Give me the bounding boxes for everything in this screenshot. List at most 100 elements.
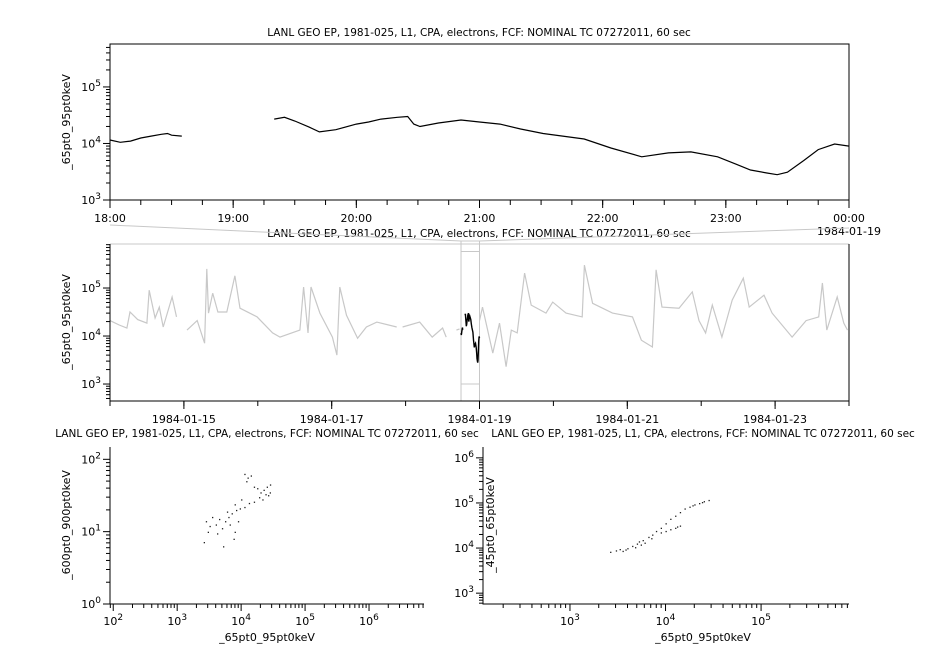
scatter-point xyxy=(234,504,236,506)
x-tick-label: 19:00 xyxy=(217,212,249,225)
right-scatter-title: LANL GEO EP, 1981-025, L1, CPA, electron… xyxy=(491,428,915,440)
scatter-point xyxy=(655,530,658,533)
scatter-point xyxy=(265,494,267,496)
left-scatter-xlabel: _65pt0_95pt0keV xyxy=(218,631,315,644)
scatter-point xyxy=(263,489,265,491)
scatter-point xyxy=(233,538,235,540)
x-tick-label: 23:00 xyxy=(710,212,742,225)
middle-panel-ylabel: _65pt0_95pt0keV xyxy=(60,274,73,371)
scatter-point xyxy=(615,550,618,552)
top-panel-date-label: 1984-01-19 xyxy=(817,225,881,238)
scatter-point xyxy=(638,541,641,543)
y-tick-label: 106 xyxy=(454,450,474,465)
x-tick-label: 22:00 xyxy=(587,212,619,225)
scatter-point xyxy=(229,524,231,526)
scatter-point xyxy=(692,505,694,507)
scatter-point xyxy=(225,521,227,523)
scatter-point xyxy=(675,527,677,529)
zoom-connector-right xyxy=(479,227,850,242)
scatter-point xyxy=(644,542,646,544)
scatter-point xyxy=(226,511,229,513)
y-tick-label: 104 xyxy=(454,540,474,555)
scatter-point xyxy=(660,532,662,534)
y-tick-label: 105 xyxy=(81,280,101,295)
scatter-point xyxy=(262,499,264,501)
scatter-point xyxy=(689,506,691,508)
right-scatter-xlabel: _65pt0_95pt0keV xyxy=(654,631,751,644)
x-tick-label: 105 xyxy=(295,613,315,628)
y-tick-label: 103 xyxy=(81,376,101,391)
x-tick-label: 102 xyxy=(103,613,123,628)
scatter-point xyxy=(619,549,621,551)
x-tick-label: 106 xyxy=(359,613,379,628)
y-tick-label: 102 xyxy=(81,451,101,466)
left-scatter-title: LANL GEO EP, 1981-025, L1, CPA, electron… xyxy=(55,428,479,440)
context-series-line xyxy=(456,328,460,331)
scatter-point xyxy=(219,518,221,521)
top-series-line xyxy=(109,132,182,143)
y-tick-label: 104 xyxy=(81,328,101,343)
scatter-point xyxy=(260,492,262,494)
x-tick-label: 104 xyxy=(231,613,251,628)
scatter-point xyxy=(241,499,243,501)
scatter-point xyxy=(234,531,236,533)
scatter-point xyxy=(253,486,256,488)
x-tick-label: 1984-01-17 xyxy=(300,413,364,426)
scatter-point xyxy=(203,542,205,544)
scatter-point xyxy=(269,492,271,494)
x-tick-label: 103 xyxy=(560,613,580,628)
y-tick-label: 105 xyxy=(454,495,474,510)
top-series-line xyxy=(274,115,850,176)
y-tick-label: 104 xyxy=(81,135,101,150)
scatter-point xyxy=(215,524,217,526)
focus-series-line xyxy=(464,312,481,363)
scatter-point xyxy=(610,551,612,553)
scatter-point xyxy=(701,502,704,504)
x-tick-label: 104 xyxy=(656,613,676,628)
scatter-point xyxy=(627,548,629,550)
context-series-line xyxy=(109,290,178,329)
scatter-point xyxy=(660,527,662,529)
scatter-point xyxy=(699,503,701,505)
scatter-point xyxy=(625,549,627,551)
x-tick-label: 1984-01-19 xyxy=(448,413,512,426)
scatter-point xyxy=(679,512,682,514)
scatter-point xyxy=(244,506,246,509)
right-scatter-ylabel: _45pt0_65pt0keV xyxy=(484,477,497,574)
focus-series-line xyxy=(460,327,464,336)
scatter-point xyxy=(247,477,249,479)
scatter-point xyxy=(679,525,682,527)
scatter-point xyxy=(670,529,672,531)
middle-panel-title: LANL GEO EP, 1981-025, L1, CPA, electron… xyxy=(267,228,691,240)
scatter-point xyxy=(237,521,240,523)
context-series-line xyxy=(402,321,447,338)
scatter-point xyxy=(239,508,241,510)
scatter-point xyxy=(268,495,270,497)
scatter-axes xyxy=(109,447,424,605)
scatter-point xyxy=(246,481,248,483)
context-series-line xyxy=(478,264,849,367)
zoom-connector-left xyxy=(109,224,462,242)
y-tick-label: 103 xyxy=(81,192,101,207)
x-tick-label: 18:00 xyxy=(94,212,126,225)
scatter-point xyxy=(651,538,653,540)
scatter-point xyxy=(622,550,624,553)
y-tick-label: 100 xyxy=(81,596,101,611)
x-tick-label: 103 xyxy=(167,613,187,628)
scatter-point xyxy=(205,521,208,523)
scatter-point xyxy=(665,523,667,525)
context-series-line xyxy=(186,268,397,356)
scatter-point xyxy=(648,536,650,539)
scatter-point xyxy=(266,486,268,488)
y-tick-label: 105 xyxy=(81,79,101,94)
left-scatter-ylabel: _600pt0_900pt0keV xyxy=(60,470,73,581)
scatter-point xyxy=(694,504,696,506)
top-panel-ylabel: _65pt0_95pt0keV xyxy=(60,74,73,171)
y-tick-label: 103 xyxy=(454,585,474,600)
scatter-point xyxy=(259,497,261,499)
scatter-point xyxy=(636,543,639,545)
x-tick-label: 1984-01-15 xyxy=(152,413,216,426)
scatter-point xyxy=(217,533,219,535)
scatter-point xyxy=(248,502,251,505)
